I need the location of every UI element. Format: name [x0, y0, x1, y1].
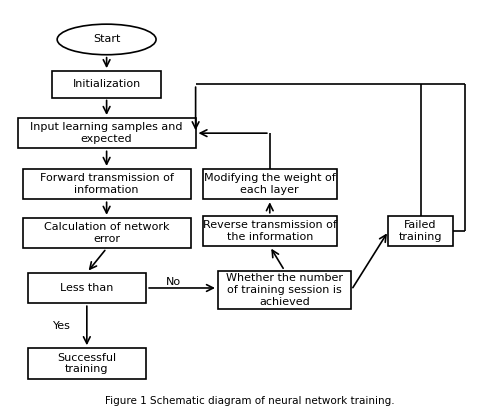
FancyBboxPatch shape	[18, 118, 196, 148]
Text: Forward transmission of
information: Forward transmission of information	[40, 173, 173, 195]
FancyBboxPatch shape	[388, 216, 452, 246]
Text: Successful
training: Successful training	[58, 353, 116, 374]
Ellipse shape	[57, 24, 156, 55]
FancyBboxPatch shape	[28, 273, 146, 303]
Text: Input learning samples and
expected: Input learning samples and expected	[30, 122, 183, 144]
Text: Less than: Less than	[60, 283, 114, 293]
FancyBboxPatch shape	[203, 169, 336, 199]
Text: Calculation of network
error: Calculation of network error	[44, 222, 170, 244]
Text: Initialization: Initialization	[72, 79, 140, 89]
Text: Start: Start	[93, 34, 120, 45]
Text: No: No	[166, 277, 181, 287]
Text: Whether the number
of training session is
achieved: Whether the number of training session i…	[226, 273, 343, 306]
Text: Modifying the weight of
each layer: Modifying the weight of each layer	[204, 173, 336, 195]
FancyBboxPatch shape	[52, 71, 161, 97]
Text: Figure 1 Schematic diagram of neural network training.: Figure 1 Schematic diagram of neural net…	[105, 396, 395, 406]
FancyBboxPatch shape	[28, 348, 146, 379]
Text: Failed
training: Failed training	[399, 220, 442, 242]
FancyBboxPatch shape	[22, 169, 190, 199]
Text: Yes: Yes	[53, 320, 71, 331]
FancyBboxPatch shape	[203, 216, 336, 246]
Text: Reverse transmission of
the information: Reverse transmission of the information	[203, 220, 336, 242]
FancyBboxPatch shape	[218, 271, 352, 309]
FancyBboxPatch shape	[22, 218, 190, 248]
